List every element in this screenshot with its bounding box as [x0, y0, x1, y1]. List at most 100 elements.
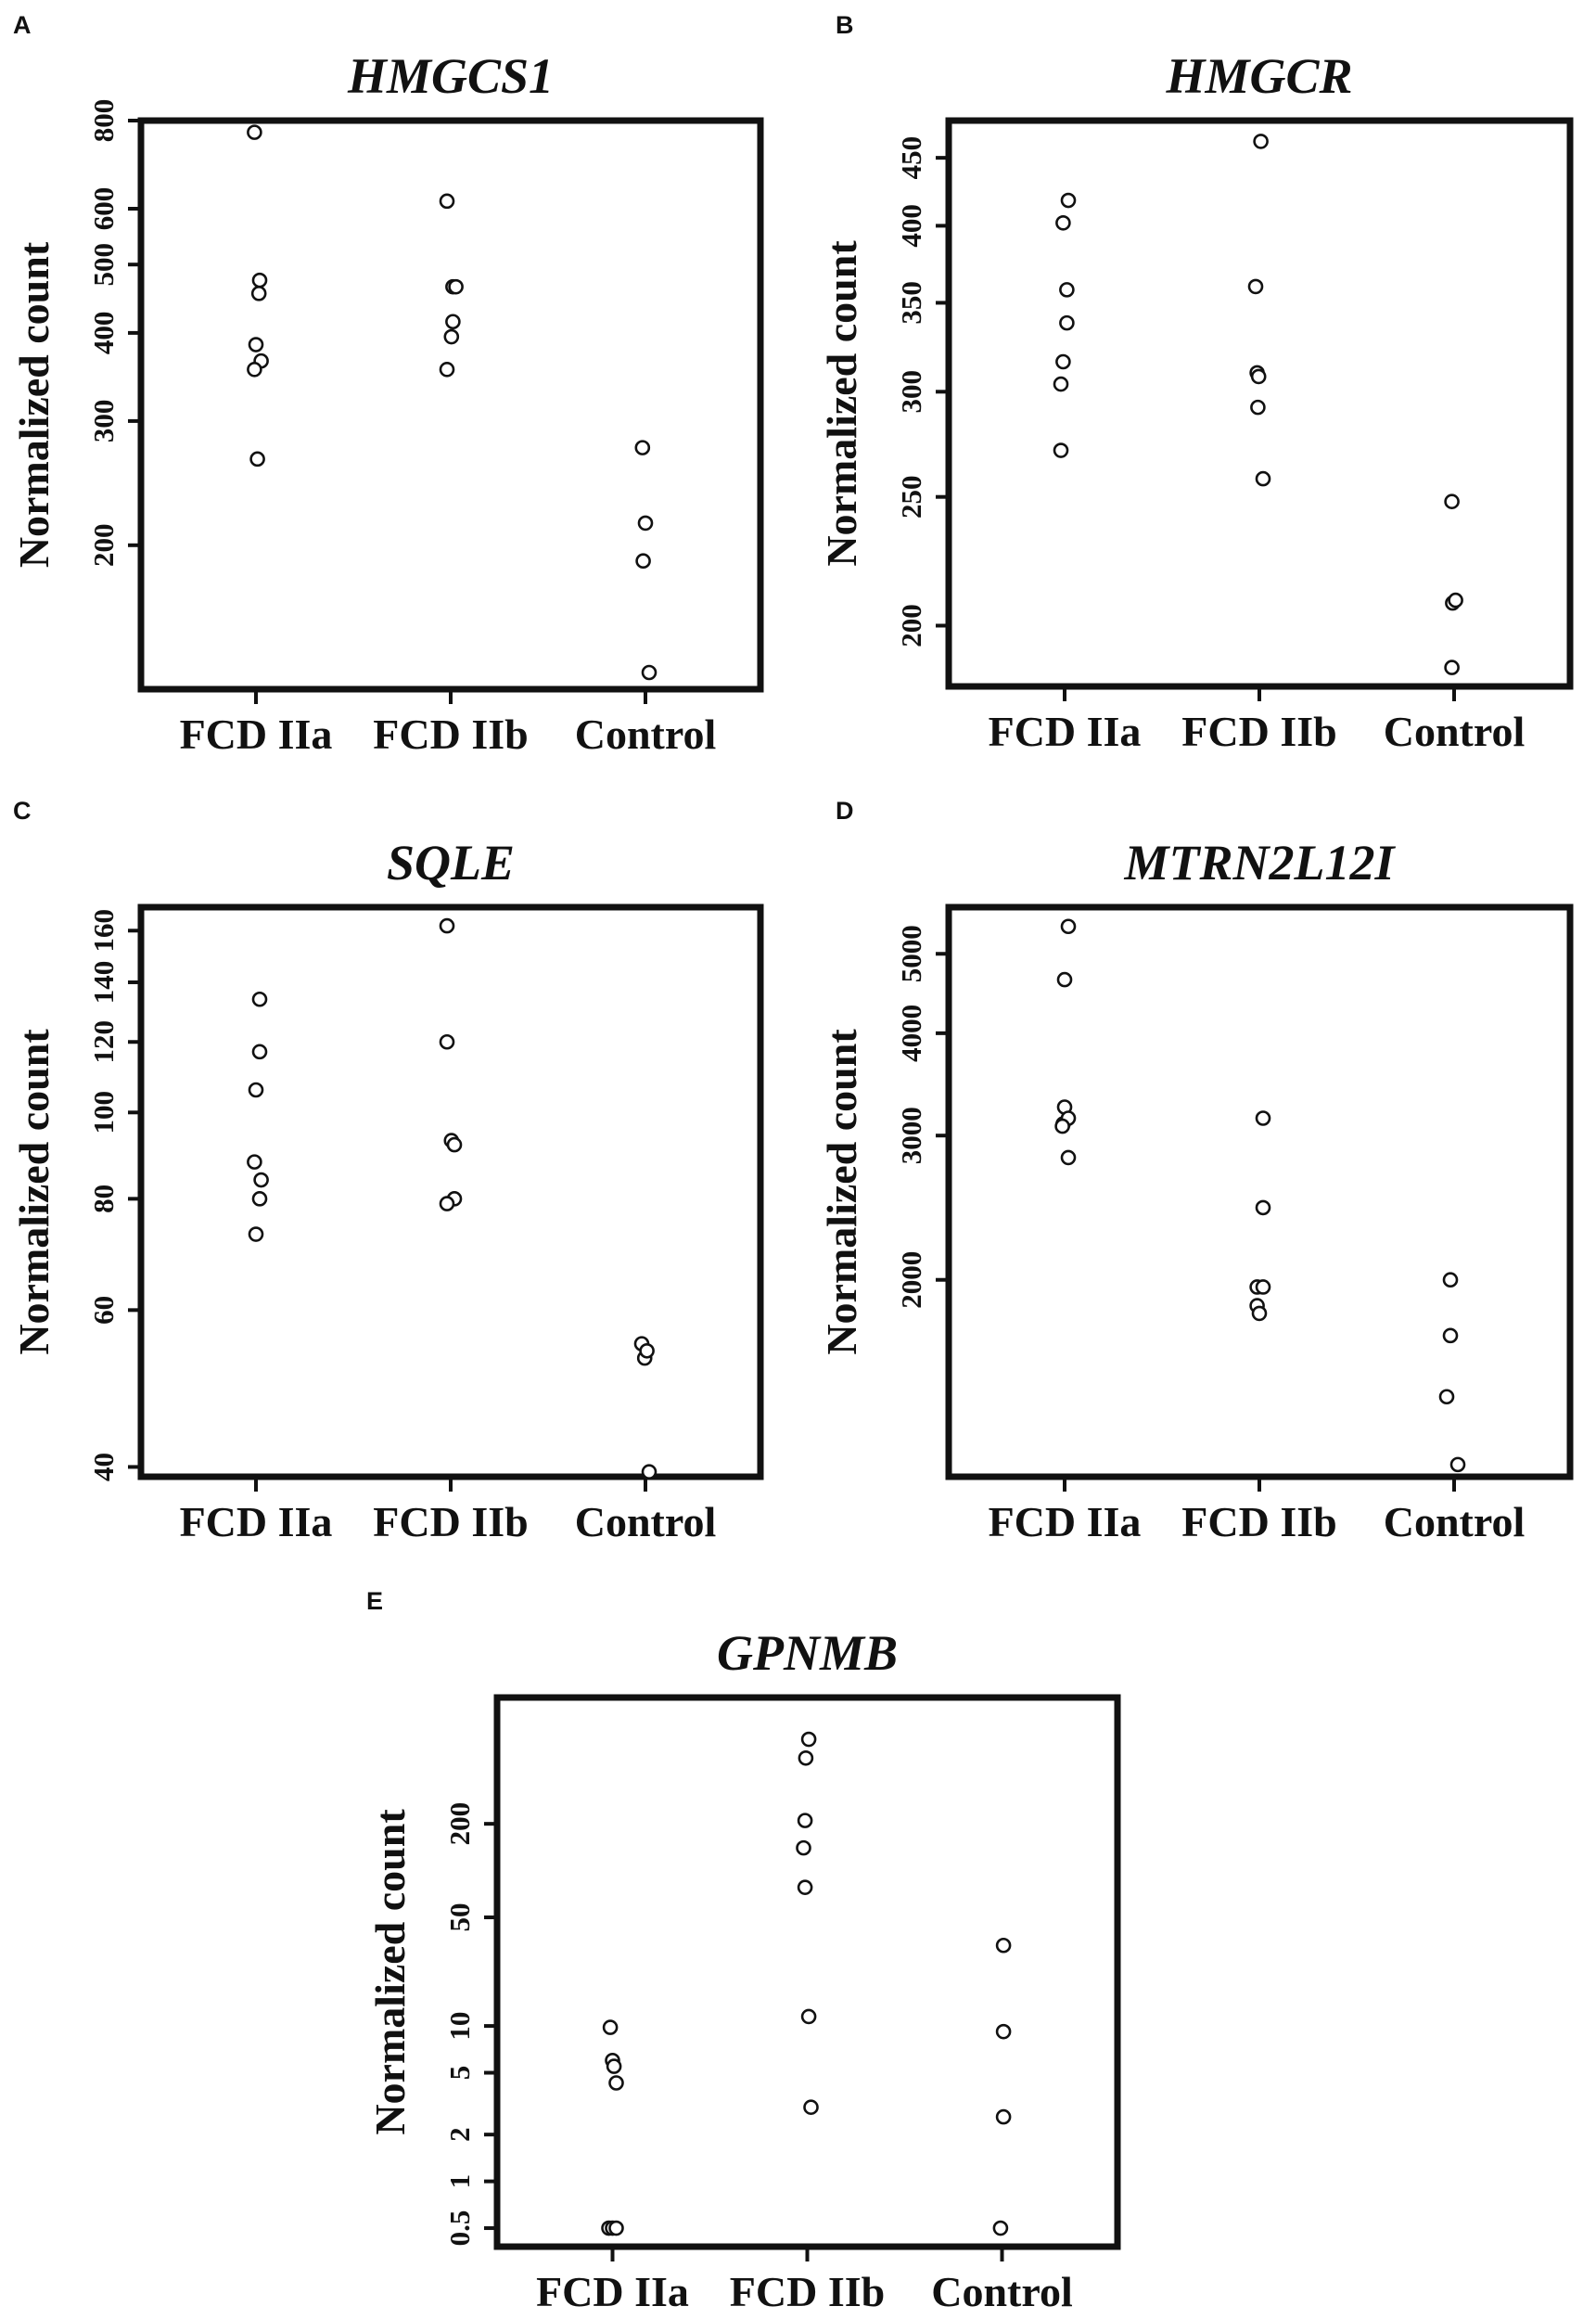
data-point — [1247, 278, 1264, 295]
x-category-label: FCD IIa — [989, 708, 1142, 755]
data-point — [439, 362, 455, 378]
data-point — [634, 440, 651, 455]
data-point — [445, 314, 461, 330]
y-tick-label: 160 — [87, 909, 120, 953]
data-point — [251, 991, 268, 1007]
chart-title: SQLE — [387, 835, 515, 890]
y-tick-label: 250 — [895, 475, 927, 519]
y-axis-label: Normalized count — [818, 240, 865, 567]
panel-a: A HMGCS1 Normalized count 200 300 400 500 60… — [10, 11, 764, 758]
data-point — [1253, 134, 1269, 149]
data-point — [251, 272, 268, 288]
data-point — [247, 124, 262, 140]
data-point — [247, 1154, 262, 1170]
data-point — [1055, 353, 1071, 370]
data-point — [251, 1044, 268, 1060]
chart-title: MTRN2L12I — [1123, 835, 1396, 890]
y-tick-label: 4000 — [895, 1005, 927, 1062]
data-point — [1442, 1272, 1459, 1288]
data-point — [606, 2058, 622, 2074]
y-tick-label: 2 — [443, 2127, 476, 2142]
data-point — [439, 1196, 455, 1211]
data-point — [1060, 918, 1077, 935]
y-tick-label: 500 — [87, 243, 120, 287]
y-tick-label: 3000 — [895, 1107, 927, 1164]
data-point — [641, 664, 658, 681]
x-category-label: FCD IIb — [1181, 708, 1336, 755]
data-point — [248, 1082, 264, 1098]
plot-frame — [493, 1694, 1121, 2250]
data-point — [1053, 442, 1069, 458]
data-point — [1438, 1389, 1455, 1405]
y-tick-label: 80 — [87, 1185, 120, 1213]
x-category-label: Control — [575, 1498, 717, 1545]
data-point — [1444, 660, 1460, 675]
chart-title: HMGCR — [1165, 48, 1352, 104]
plot-frame — [137, 903, 764, 1480]
data-point — [1250, 368, 1267, 385]
data-point — [995, 2023, 1012, 2040]
y-tick-label: 450 — [895, 136, 927, 180]
data-point — [1251, 1305, 1268, 1322]
x-category-label: Control — [1384, 1498, 1526, 1545]
x-category-label: FCD IIb — [730, 2268, 885, 2315]
panel-letter: D — [836, 797, 854, 825]
data-point — [800, 1731, 817, 1748]
panel-e: E GPNMB Normalized count 0.5 1 2 5 10 50 200 FC… — [366, 1587, 1121, 2315]
data-point — [439, 193, 455, 210]
data-point — [251, 1191, 268, 1207]
y-tick-label: 300 — [87, 400, 120, 443]
panel-b: B HMGCR Normalized count 200 250 300 350 400… — [818, 11, 1574, 755]
data-point — [1255, 1110, 1271, 1126]
data-point — [448, 278, 464, 295]
y-axis-label: Normalized count — [10, 1029, 57, 1355]
data-point — [1054, 1118, 1070, 1134]
data-point — [1055, 214, 1071, 231]
y-axis-label: Normalized count — [366, 1809, 414, 2135]
x-category-label: FCD IIa — [180, 1498, 333, 1545]
data-point — [1444, 493, 1460, 509]
data-point — [639, 1342, 655, 1359]
data-point — [248, 1226, 264, 1242]
data-point — [1060, 1149, 1077, 1166]
data-point — [439, 917, 455, 934]
y-tick-label: 200 — [443, 1802, 476, 1846]
y-tick-label: 350 — [895, 281, 927, 325]
data-point — [635, 553, 651, 570]
data-point — [1060, 192, 1077, 209]
plot-frame — [945, 903, 1574, 1480]
y-tick-label: 300 — [895, 370, 927, 414]
data-point — [247, 362, 262, 378]
y-tick-label: 5 — [443, 2066, 476, 2081]
x-category-label: FCD IIa — [536, 2268, 689, 2315]
y-tick-label: 400 — [87, 312, 120, 355]
data-point — [1059, 282, 1075, 298]
data-point — [995, 2108, 1012, 2125]
panel-c: C SQLE Normalized count 40 60 80 100 120 140 1… — [10, 797, 764, 1545]
data-point — [1448, 592, 1463, 609]
x-category-label: FCD IIb — [373, 1498, 528, 1545]
data-point — [608, 2075, 624, 2091]
y-tick-label: 200 — [895, 604, 927, 647]
y-tick-label: 100 — [87, 1091, 120, 1134]
data-point — [1053, 376, 1069, 392]
panel-letter: C — [13, 797, 32, 825]
y-tick-label: 40 — [87, 1453, 120, 1481]
data-point — [250, 286, 267, 301]
y-tick-label: 800 — [87, 99, 120, 143]
y-tick-label: 400 — [895, 204, 927, 248]
data-point — [796, 1839, 811, 1856]
data-point — [443, 328, 460, 345]
data-point — [1250, 399, 1266, 416]
x-category-label: Control — [1384, 708, 1526, 755]
chart-title: HMGCS1 — [347, 48, 554, 104]
data-point — [992, 2220, 1009, 2236]
data-point — [798, 1749, 814, 1766]
data-point — [602, 2019, 619, 2035]
x-category-label: Control — [931, 2268, 1073, 2315]
y-tick-label: 1 — [443, 2174, 476, 2189]
data-point — [797, 1813, 813, 1828]
data-point — [249, 451, 265, 468]
data-point — [248, 337, 264, 352]
